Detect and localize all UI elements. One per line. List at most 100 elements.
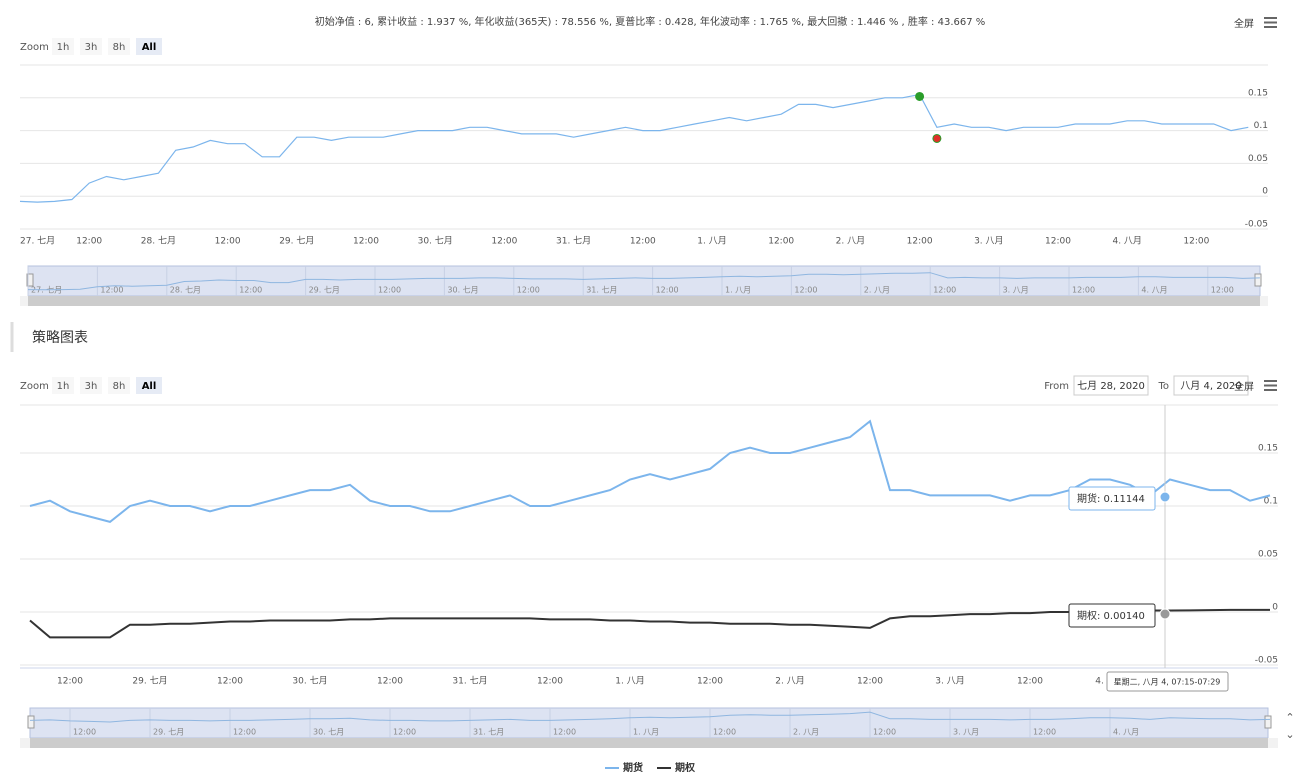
handle[interactable]: [26, 273, 34, 287]
zoom-button[interactable]: [80, 377, 102, 394]
zoom-button[interactable]: [108, 377, 130, 394]
y-tick-label: 0.15: [1248, 88, 1268, 98]
zoom-text[interactable]: All: [142, 42, 157, 53]
navigator-label: 12:00: [393, 728, 416, 737]
flag-marker: [932, 133, 942, 143]
zoom-text[interactable]: All: [142, 381, 157, 392]
x-tick-label: 2. 八月: [775, 676, 804, 687]
navigator-label: 1. 八月: [725, 286, 751, 295]
zoom-button[interactable]: [52, 377, 74, 394]
fullscreen[interactable]: 全屏: [1234, 380, 1254, 393]
x-tick-label: 2. 八月: [836, 236, 865, 247]
y-tick-label: 0.1: [1254, 121, 1268, 131]
menu-icon[interactable]: [1264, 380, 1277, 391]
navigator-label: 30. 七月: [447, 286, 478, 295]
x-tick-label: 28. 七月: [141, 236, 176, 247]
zoom-text[interactable]: 1h: [57, 42, 70, 53]
navigator-label: 3. 八月: [953, 728, 979, 737]
navigator-label: 2. 八月: [864, 286, 890, 295]
tooltip-box: [1068, 603, 1156, 628]
navigator-label: 12:00: [933, 286, 956, 295]
navigator-label: 12:00: [873, 728, 896, 737]
handle[interactable]: [27, 715, 35, 729]
navigator-label: 12:00: [73, 728, 96, 737]
x-tick-label: 12:00: [491, 237, 517, 247]
to-input[interactable]: [1173, 375, 1249, 396]
scroll-down[interactable]: ⌄: [1285, 728, 1294, 741]
tooltip-text: 期权: 0.00140: [1077, 609, 1145, 622]
handle[interactable]: [1254, 273, 1262, 287]
navigator-label: 12:00: [239, 286, 262, 295]
navigator-label: 12:00: [713, 728, 736, 737]
to-value[interactable]: 八月 4, 2020: [1180, 380, 1241, 392]
zoom-button[interactable]: [108, 38, 130, 55]
navigator-label: 30. 七月: [313, 728, 344, 737]
navigator-label: 12:00: [794, 286, 817, 295]
zoom-button[interactable]: [52, 38, 74, 55]
zoom-buttons: 1h 3h 8h All: [52, 38, 162, 55]
x-tick-label: 12:00: [215, 237, 241, 247]
x-tick-label: 12:00: [57, 677, 83, 687]
tooltip-header: 星期二, 八月 4, 07:15-07:29: [1114, 678, 1221, 687]
navigator-label: 12:00: [1072, 286, 1095, 295]
navigator-line: [27, 272, 1260, 291]
legend-item[interactable]: 期货: [623, 761, 643, 774]
handle[interactable]: [1264, 715, 1272, 729]
fullscreen[interactable]: 全屏: [1234, 17, 1254, 30]
navigator-label: 12:00: [656, 286, 679, 295]
y-tick-label: 0.15: [1258, 444, 1278, 454]
zoom-button[interactable]: [136, 38, 162, 55]
x-tick-label: 29. 七月: [279, 236, 314, 247]
x-tick-label: 12:00: [1045, 237, 1071, 247]
scrollbar-thumb[interactable]: [30, 738, 1268, 748]
scrollbar-thumb[interactable]: [28, 296, 1260, 306]
zoom-buttons: 1h 3h 8h All: [52, 377, 162, 394]
x-tick-label: 31. 七月: [452, 676, 487, 687]
navigator-label: 12:00: [1211, 286, 1234, 295]
tooltip-box: [1068, 486, 1156, 511]
navigator-label: 12:00: [100, 286, 123, 295]
stats: 初始净值 : 6, 累计收益 : 1.937 %, 年化收益(365天) : 7…: [315, 15, 986, 28]
x-tick-label: 12:00: [768, 237, 794, 247]
scroll-up[interactable]: ⌃: [1285, 711, 1294, 724]
to-label: To: [1157, 381, 1169, 392]
zoom-text[interactable]: 3h: [85, 381, 98, 392]
zoom-button[interactable]: [136, 377, 162, 394]
x-tick-label: 30. 七月: [292, 676, 327, 687]
y-tick-label: 0.1: [1264, 497, 1278, 507]
menu-icon[interactable]: [1264, 17, 1277, 28]
navigator-label: 4. 八月: [1113, 728, 1139, 737]
zoom-text[interactable]: 3h: [85, 42, 98, 53]
navigator-label: 31. 七月: [586, 286, 617, 295]
navigator-label: 3. 八月: [1003, 286, 1029, 295]
x-tick-label: 12:00: [1017, 677, 1043, 687]
hover-point: [1159, 491, 1171, 503]
x-tick-label: 3. 八月: [935, 676, 964, 687]
navigator-label: 12:00: [378, 286, 401, 295]
hover-point: [1159, 608, 1171, 620]
y-tick-label: 0: [1272, 603, 1278, 613]
from-value[interactable]: 七月 28, 2020: [1077, 380, 1145, 392]
x-tick-label: 12:00: [353, 237, 379, 247]
zoom-text[interactable]: 8h: [113, 381, 126, 392]
x-tick-label: 1. 八月: [615, 676, 644, 687]
legend-item[interactable]: 期权: [675, 761, 696, 774]
y-tick-label: -0.05: [1255, 656, 1278, 666]
from-input[interactable]: [1073, 375, 1149, 396]
navigator-label: 28. 七月: [170, 286, 201, 295]
navigator-label: 1. 八月: [633, 728, 659, 737]
navigator-label: 12:00: [553, 728, 576, 737]
x-tick-label: 12:00: [630, 237, 656, 247]
x-tick-label: 3. 八月: [974, 236, 1003, 247]
zoom-text[interactable]: 8h: [113, 42, 126, 53]
x-tick-label: 12:00: [1183, 237, 1209, 247]
tooltip-box: [1106, 671, 1229, 692]
section-title: 策略图表: [32, 329, 88, 346]
zoom-button[interactable]: [80, 38, 102, 55]
zoom-text[interactable]: 1h: [57, 381, 70, 392]
y-tick-label: -0.05: [1245, 220, 1268, 230]
x-tick-label: 12:00: [907, 237, 933, 247]
x-tick-label: 12:00: [76, 237, 102, 247]
x-tick-label: 12:00: [217, 677, 243, 687]
from-label: From: [1044, 381, 1069, 392]
